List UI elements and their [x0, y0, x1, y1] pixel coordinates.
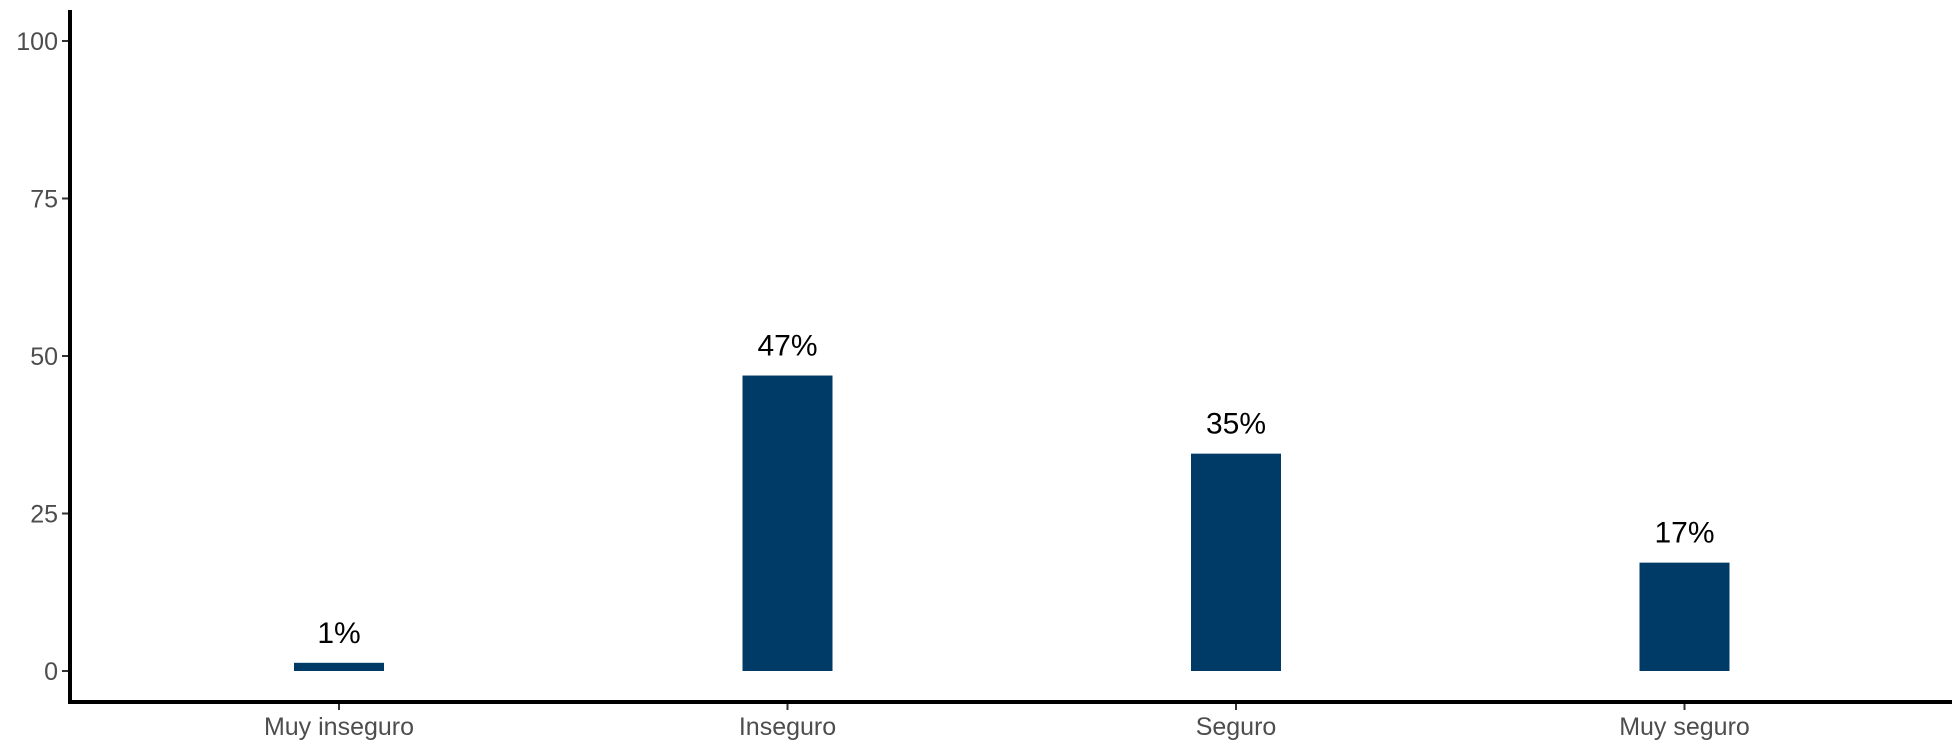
- x-tick-label: Seguro: [1196, 713, 1277, 741]
- y-axis-ticks: 0 25 50 75 100: [16, 28, 70, 686]
- bar-data-label: 35%: [1206, 408, 1266, 441]
- bar: [294, 662, 384, 671]
- y-tick-label: 0: [44, 658, 58, 686]
- y-tick-label: 75: [30, 186, 58, 214]
- bars: [294, 375, 1730, 671]
- bar: [1191, 453, 1281, 671]
- bar: [742, 375, 833, 671]
- bar-data-label: 17%: [1654, 517, 1714, 550]
- data-labels: 1% 47% 35% 17%: [317, 330, 1714, 650]
- bar-data-label: 47%: [757, 330, 817, 363]
- x-tick-label: Inseguro: [739, 713, 836, 741]
- x-axis-ticks: Muy inseguro Inseguro Seguro Muy seguro: [264, 702, 1750, 741]
- y-tick-label: 25: [30, 501, 58, 529]
- x-tick-label: Muy inseguro: [264, 713, 414, 741]
- bar-data-label: 1%: [317, 617, 360, 650]
- x-tick-label: Muy seguro: [1619, 713, 1750, 741]
- y-tick-label: 100: [16, 28, 58, 56]
- bar: [1639, 562, 1730, 671]
- y-tick-label: 50: [30, 343, 58, 371]
